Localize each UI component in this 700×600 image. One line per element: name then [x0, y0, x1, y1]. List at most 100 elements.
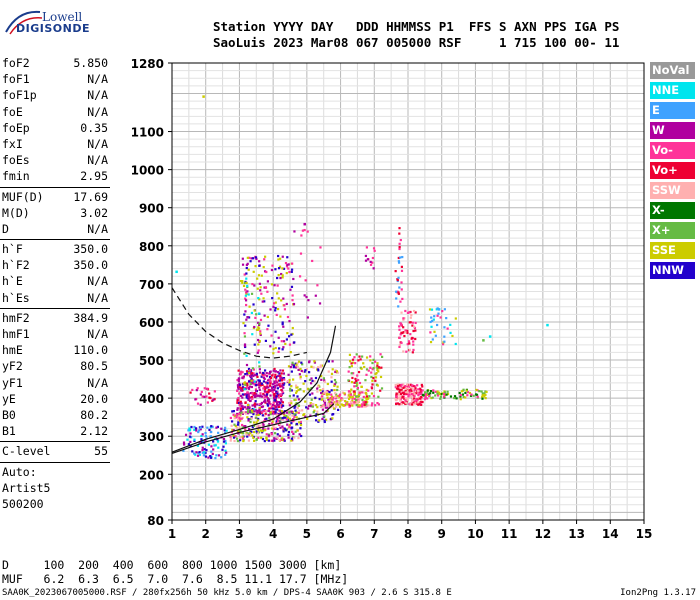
echo-point [330, 393, 333, 396]
echo-point [374, 379, 377, 382]
echo-point [290, 268, 294, 271]
echo-point [299, 367, 302, 371]
echo-point [288, 378, 291, 382]
echo-point [308, 393, 312, 396]
echo-point [410, 314, 413, 317]
echo-point [326, 409, 329, 412]
echo-point [353, 356, 356, 359]
echo-point [254, 265, 257, 268]
echo-point [263, 369, 267, 372]
echo-point [398, 336, 401, 339]
echo-point [255, 372, 258, 375]
echo-point [286, 332, 289, 335]
echo-point [481, 395, 484, 398]
echo-point [436, 394, 440, 397]
echo-point [296, 429, 299, 432]
param-value: 350.0 [73, 258, 108, 273]
echo-point [263, 300, 266, 303]
polarization-legend: NoVal NNE E W Vo- Vo+ SSW X- X+ SSE NNW [650, 62, 695, 282]
echo-point [277, 258, 280, 261]
echo-point [281, 384, 284, 387]
echo-point [265, 393, 269, 396]
echo-point [258, 382, 261, 385]
echo-point [336, 371, 340, 374]
echo-point [283, 429, 286, 432]
echo-point [279, 374, 282, 377]
echo-point [405, 350, 408, 353]
echo-point [275, 400, 278, 403]
echo-point [250, 378, 253, 381]
echo-point [259, 318, 263, 322]
echo-point [272, 401, 275, 404]
param-name: B1 [2, 424, 16, 439]
echo-point [406, 387, 409, 390]
echo-point [307, 299, 310, 302]
echo-point [411, 387, 414, 390]
echo-point [265, 417, 268, 420]
echo-point [319, 404, 323, 408]
echo-point [355, 353, 358, 356]
echo-point [284, 429, 288, 432]
echo-point [480, 390, 483, 393]
echo-point [484, 393, 487, 396]
echo-point [210, 425, 213, 428]
echo-point [279, 401, 282, 404]
echo-point [205, 395, 208, 398]
echo-point [245, 386, 248, 389]
echo-point [220, 456, 223, 459]
echo-point [401, 297, 404, 301]
echo-point [274, 411, 277, 414]
echo-point [376, 401, 379, 405]
echo-point [423, 391, 427, 394]
echo-point [295, 402, 298, 405]
echo-point [241, 406, 244, 409]
version-label: Ion2Png 1.3.17 [620, 588, 696, 598]
echo-point [370, 392, 374, 395]
echo-point [410, 403, 414, 406]
echo-point [399, 300, 402, 303]
echo-point [420, 403, 423, 406]
echo-point [270, 405, 273, 408]
echo-point [421, 389, 424, 392]
echo-point [299, 427, 302, 430]
echo-point [333, 388, 336, 392]
echo-point [352, 372, 355, 375]
echo-point [212, 440, 215, 443]
echo-point [214, 444, 217, 447]
echo-point [271, 410, 274, 413]
echo-point [375, 371, 378, 375]
echo-point [319, 405, 323, 409]
echo-point [270, 268, 274, 272]
echo-point [336, 394, 339, 398]
echo-point [283, 382, 286, 385]
echo-point [269, 403, 272, 406]
echo-point [289, 351, 292, 354]
echo-point [406, 398, 409, 402]
echo-point [242, 425, 245, 428]
echo-point [449, 331, 452, 334]
echo-point [252, 436, 255, 439]
echo-point [237, 369, 240, 372]
echo-point [260, 375, 263, 378]
echo-point [289, 387, 292, 391]
echo-point [340, 397, 343, 400]
echo-point [300, 361, 303, 364]
echo-point [443, 340, 446, 343]
echo-point [275, 375, 278, 378]
echo-point [436, 390, 439, 393]
echo-point [243, 381, 247, 384]
echo-point [327, 360, 330, 363]
echo-point [411, 351, 414, 354]
echo-point [267, 398, 271, 401]
param-name: foF1 [2, 72, 30, 87]
echo-point [369, 359, 372, 362]
echo-point [255, 395, 258, 398]
echo-point [331, 405, 334, 408]
echo-point [401, 387, 404, 390]
echo-point [236, 401, 239, 404]
echo-point [325, 393, 328, 396]
echo-point [291, 262, 294, 265]
echo-point [307, 361, 311, 364]
echo-point [289, 389, 292, 392]
echo-point [246, 290, 249, 293]
